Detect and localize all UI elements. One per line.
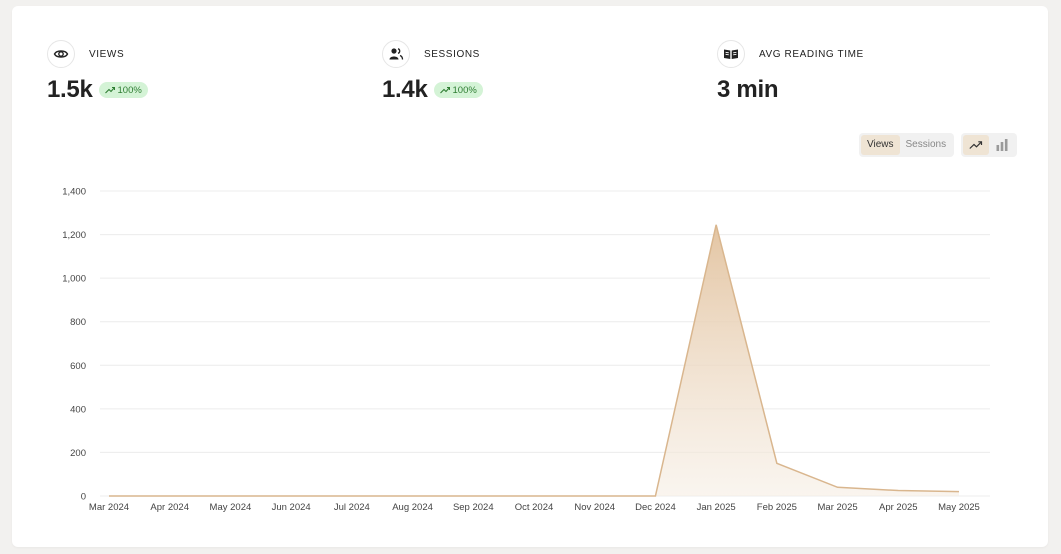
- metric-label: AVG READING TIME: [759, 48, 864, 60]
- metric-views: VIEWS 1.5k 100%: [47, 40, 148, 104]
- x-tick-label: Aug 2024: [392, 502, 433, 513]
- y-tick-label: 600: [70, 361, 86, 372]
- x-tick-label: Sep 2024: [453, 502, 494, 513]
- change-value: 100%: [117, 84, 142, 96]
- metric-value: 1.4k: [382, 76, 428, 103]
- y-tick-label: 400: [70, 404, 86, 415]
- metric-value: 1.5k: [47, 76, 93, 103]
- eye-icon: [47, 40, 75, 68]
- metric-label: VIEWS: [89, 48, 125, 60]
- x-tick-label: May 2024: [210, 502, 252, 513]
- change-badge: 100%: [98, 82, 148, 98]
- area-chart-button[interactable]: [963, 135, 989, 155]
- trending-up-icon: [104, 86, 115, 94]
- x-tick-label: Apr 2024: [150, 502, 189, 513]
- trending-up-icon: [969, 141, 983, 149]
- y-tick-label: 1,000: [62, 274, 86, 285]
- x-tick-label: Jan 2025: [697, 502, 736, 513]
- views-area-chart: 0 200 400 600 800 1,000 1,200 1,400 Mar 2024 Apr…: [62, 187, 990, 513]
- x-tick-label: Nov 2024: [574, 502, 615, 513]
- x-tick-label: Oct 2024: [515, 502, 554, 513]
- change-badge: 100%: [433, 82, 483, 98]
- x-tick-label: Jun 2024: [272, 502, 311, 513]
- x-tick-label: Mar 2024: [89, 502, 129, 513]
- views-toggle-button[interactable]: Views: [861, 135, 900, 155]
- y-tick-label: 200: [70, 448, 86, 459]
- x-tick-label: Mar 2025: [818, 502, 858, 513]
- views-series-line: [109, 224, 960, 497]
- y-tick-label: 1,400: [62, 187, 86, 198]
- y-tick-label: 0: [81, 492, 86, 503]
- trending-up-icon: [439, 86, 450, 94]
- analytics-card: VIEWS 1.5k 100% SESS: [12, 6, 1048, 547]
- sessions-toggle-button[interactable]: Sessions: [905, 139, 947, 150]
- x-tick-label: Apr 2025: [879, 502, 918, 513]
- x-tick-label: May 2025: [938, 502, 980, 513]
- metric-sessions: SESSIONS 1.4k 100%: [382, 40, 483, 104]
- metric-avg-reading-time: AVG READING TIME 3 min: [717, 40, 864, 104]
- bar-chart-button[interactable]: [989, 135, 1015, 155]
- change-value: 100%: [452, 84, 477, 96]
- y-tick-label: 800: [70, 317, 86, 328]
- bar-chart-icon: [996, 139, 1008, 151]
- x-tick-label: Dec 2024: [635, 502, 676, 513]
- book-open-icon: [717, 40, 745, 68]
- metric-value: 3 min: [717, 76, 779, 103]
- x-tick-label: Feb 2025: [757, 502, 797, 513]
- metric-label: SESSIONS: [424, 48, 480, 60]
- x-tick-label: Jul 2024: [334, 502, 370, 513]
- chart-type-toggle: [961, 133, 1017, 157]
- users-icon: [382, 40, 410, 68]
- views-area-fill: [109, 224, 959, 496]
- metric-toggle: Views Sessions: [859, 133, 955, 157]
- y-tick-label: 1,200: [62, 230, 86, 241]
